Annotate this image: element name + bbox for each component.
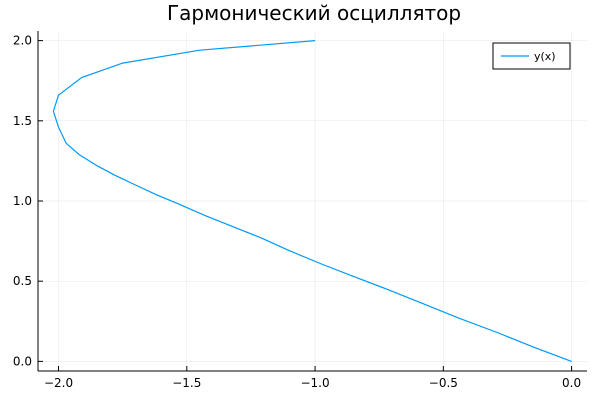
x-tick-label: −2.0 [44, 376, 73, 390]
y-tick-label: 2.0 [13, 34, 32, 48]
legend-label: y(x) [534, 50, 556, 63]
ticks: −2.0 −1.5 −1.0 −0.5 0.0 0.0 0.5 1.0 1.5 2.0 [13, 34, 581, 390]
y-tick-label: 1.0 [13, 194, 32, 208]
x-tick-label: −1.0 [300, 376, 329, 390]
y-tick-label: 0.5 [13, 274, 32, 288]
chart-title: Гармонический осциллятор [167, 1, 461, 25]
x-tick-label: 0.0 [562, 376, 581, 390]
y-tick-label: 0.0 [13, 354, 32, 368]
y-tick-label: 1.5 [13, 114, 32, 128]
x-tick-label: −0.5 [429, 376, 458, 390]
series-line [52, 40, 572, 362]
grid-lines [38, 31, 587, 371]
x-tick-label: −1.5 [172, 376, 201, 390]
series-group [52, 40, 572, 362]
legend: y(x) [492, 42, 571, 70]
